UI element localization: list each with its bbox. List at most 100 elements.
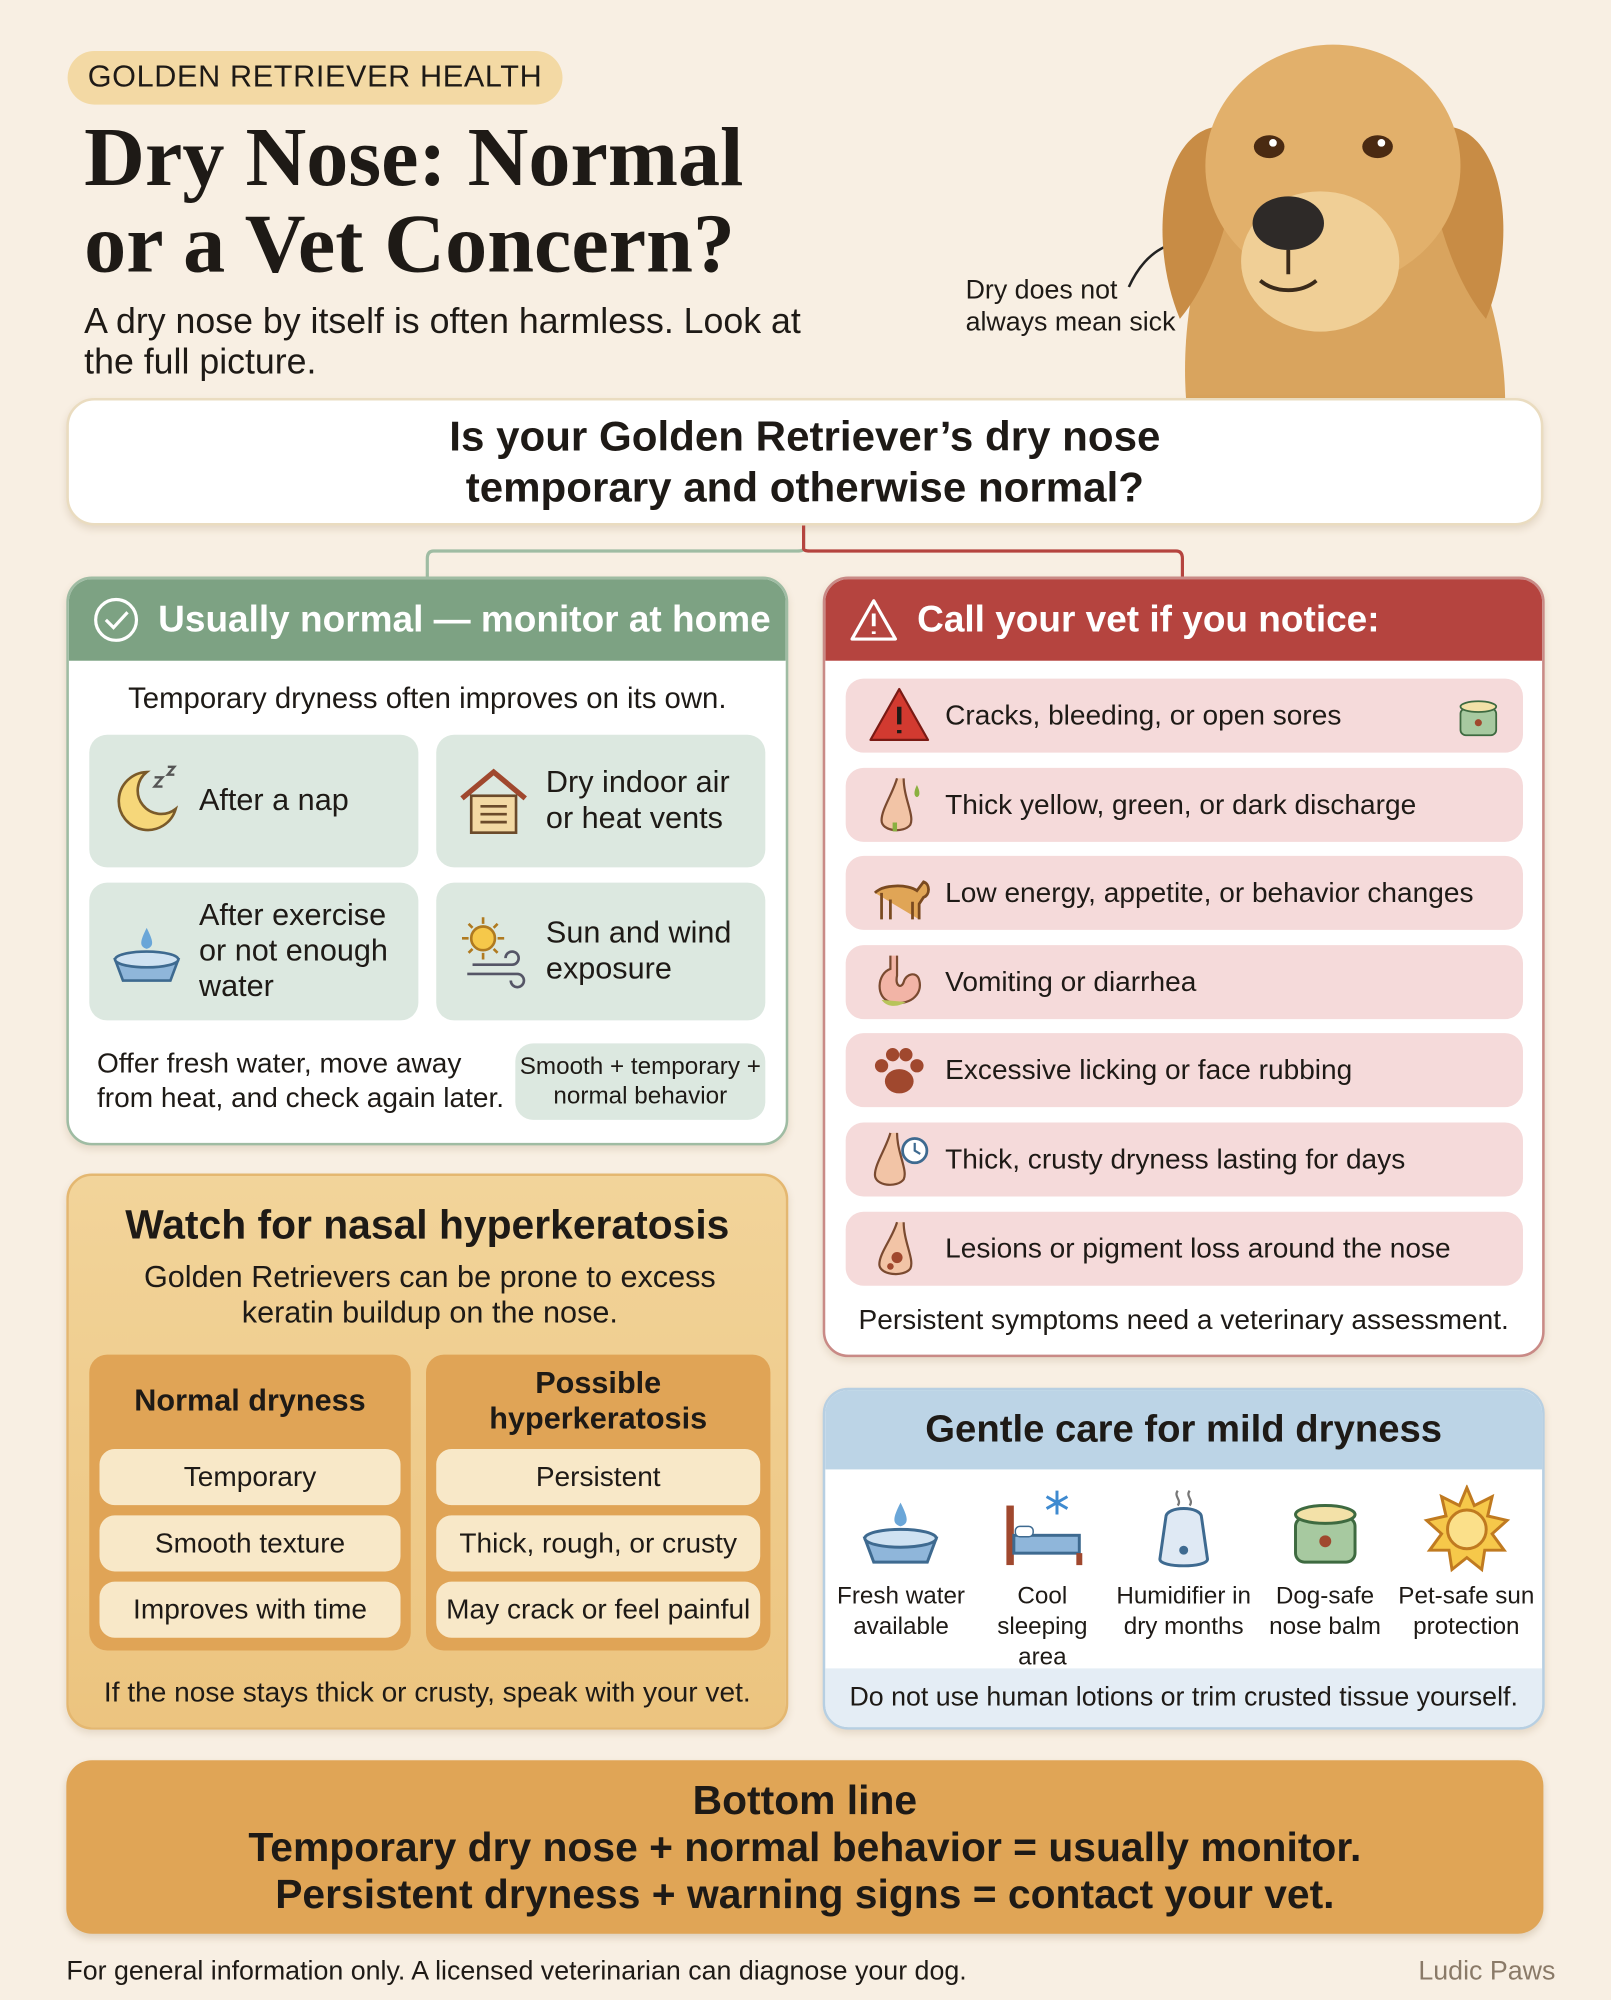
icon — [873, 1132, 929, 1186]
warning-text: Excessive licking or face rubbing — [945, 1054, 1353, 1086]
warning-item: Low energy, appetite, or behavior change… — [845, 856, 1523, 931]
brand: Ludic Paws — [1418, 1956, 1556, 1987]
panel-header: Call your vet if you notice: — [825, 579, 1543, 661]
warning-item: Excessive licking or face rubbing — [845, 1033, 1523, 1108]
question-line: temporary and otherwise normal? — [465, 463, 1145, 511]
panel-intro: Temporary dryness often improves on its … — [128, 681, 727, 715]
care-item: Humidifier in dry months — [1113, 1485, 1254, 1674]
icon — [874, 1048, 924, 1094]
check-icon — [94, 597, 139, 642]
icon — [863, 1502, 939, 1564]
care-panel: Gentle care for mild dryness Fresh water… — [822, 1387, 1545, 1730]
comparison-column: Normal dryness Temporary Smooth texture Imp… — [89, 1354, 411, 1651]
vet-panel: Call your vet if you notice: Persistent … — [822, 576, 1545, 1358]
icon — [873, 880, 930, 920]
icon — [880, 777, 920, 831]
care-item: Dog-safe nose balm — [1254, 1485, 1395, 1674]
badge: Smooth + temporary + normal behavior — [515, 1043, 766, 1120]
icon — [117, 765, 179, 832]
warning-text: Low energy, appetite, or behavior change… — [945, 876, 1474, 909]
tile-text: After exercise or not enough water — [198, 897, 388, 1004]
normal-panel: Usually normal — monitor at home Tempora… — [66, 576, 789, 1146]
tile: Sun and wind exposure — [436, 882, 766, 1021]
tile-text: Sun and wind exposure — [545, 915, 732, 986]
warning-icon — [850, 599, 898, 641]
bottom-text: Temporary dry nose + normal behavior = u… — [248, 1823, 1362, 1870]
warning-item: Lesions or pigment loss around the nose — [845, 1211, 1523, 1286]
panel-heading: Gentle care for mild dryness — [825, 1390, 1543, 1470]
column-item: Improves with time — [99, 1581, 401, 1638]
icon — [1459, 700, 1498, 737]
care-text: Cool sleeping area — [997, 1582, 1088, 1671]
column-item: Thick, rough, or crusty — [436, 1515, 761, 1572]
care-text: Humidifier in dry months — [1116, 1582, 1252, 1641]
title-line: or a Vet Concern? — [84, 197, 736, 291]
icon — [1158, 1490, 1209, 1568]
panel-footer: Persistent symptoms need a veterinary as… — [858, 1303, 1509, 1336]
care-item: Cool sleeping area — [972, 1485, 1113, 1674]
column-heading: Possible hyperkeratosis — [489, 1366, 708, 1437]
dog-illustration — [1127, 44, 1506, 402]
column-item: May crack or feel painful — [436, 1581, 761, 1638]
column-item: Persistent — [436, 1449, 761, 1506]
icon — [878, 1221, 913, 1275]
question-line: Is your Golden Retriever’s dry nose — [449, 411, 1161, 460]
warning-text: Thick, crusty dryness lasting for days — [945, 1142, 1406, 1175]
tile-text: After a nap — [198, 783, 349, 818]
disclaimer: For general information only. A licensed… — [66, 1956, 967, 1987]
tile-text: Dry indoor air or heat vents — [545, 765, 730, 836]
bottom-text: Persistent dryness + warning signs = con… — [275, 1870, 1335, 1917]
panel-heading: Watch for nasal hyperkeratosis — [125, 1201, 730, 1248]
panel-footer: If the nose stays thick or crusty, speak… — [103, 1676, 751, 1708]
tile: Dry indoor air or heat vents — [436, 734, 766, 868]
column-item: Smooth texture — [99, 1515, 401, 1572]
icon — [460, 768, 527, 834]
callout: Dry does not always mean sick — [965, 275, 1176, 337]
bottom-heading: Bottom line — [692, 1776, 918, 1823]
tile: After exercise or not enough water — [89, 882, 419, 1021]
subtitle: A dry nose by itself is often harmless. … — [84, 301, 801, 382]
comparison-column: Possible hyperkeratosis Persistent Thick, … — [426, 1354, 771, 1651]
hyperkeratosis-panel: Watch for nasal hyperkeratosis Golden Re… — [66, 1173, 789, 1730]
tag: GOLDEN RETRIEVER HEALTH — [67, 51, 563, 105]
care-item: Pet-safe sun protection — [1396, 1484, 1537, 1674]
warning-item: Thick, crusty dryness lasting for days — [845, 1122, 1523, 1197]
title: Dry Nose: Normal or a Vet Concern? — [84, 110, 744, 291]
warning-text: Cracks, bleeding, or open sores — [945, 698, 1342, 731]
tile: After a nap — [89, 734, 419, 868]
bottom-line: Bottom line Temporary dry nose + normal … — [66, 1760, 1544, 1934]
warning-text: Thick yellow, green, or dark discharge — [945, 787, 1417, 820]
care-text: Fresh water available — [837, 1582, 965, 1641]
care-list: Fresh water available Cool sleeping area H… — [830, 1484, 1537, 1674]
care-text: Pet-safe sun protection — [1398, 1582, 1535, 1641]
icon — [1293, 1504, 1357, 1564]
icon — [878, 955, 922, 1006]
advice: Offer fresh water, move away from heat, … — [96, 1047, 505, 1114]
question: Is your Golden Retriever’s dry nose temp… — [66, 397, 1544, 526]
title-line: Dry Nose: Normal — [84, 110, 744, 205]
panel-heading: Call your vet if you notice: — [917, 598, 1380, 640]
icon — [869, 687, 930, 741]
panel-footer: Do not use human lotions or trim crusted… — [825, 1668, 1543, 1728]
warning-item: Thick yellow, green, or dark discharge — [845, 767, 1523, 842]
panel-header: Usually normal — monitor at home — [68, 579, 786, 661]
panel-intro: Golden Retrievers can be prone to excess… — [143, 1260, 716, 1331]
warning-item: Cracks, bleeding, or open sores — [845, 678, 1523, 753]
care-item: Fresh water available — [830, 1485, 971, 1674]
warning-text: Lesions or pigment loss around the nose — [945, 1231, 1451, 1264]
panel-heading: Usually normal — monitor at home — [158, 598, 771, 640]
icon — [1006, 1490, 1083, 1566]
icon — [113, 927, 181, 982]
care-text: Dog-safe nose balm — [1269, 1582, 1381, 1641]
icon — [1423, 1484, 1510, 1573]
warning-text: Vomiting or diarrhea — [945, 965, 1197, 998]
column-item: Temporary — [99, 1449, 401, 1506]
connector — [425, 525, 1185, 585]
icon — [461, 917, 526, 989]
column-heading: Normal dryness — [134, 1383, 366, 1419]
warning-item: Vomiting or diarrhea — [845, 944, 1523, 1019]
